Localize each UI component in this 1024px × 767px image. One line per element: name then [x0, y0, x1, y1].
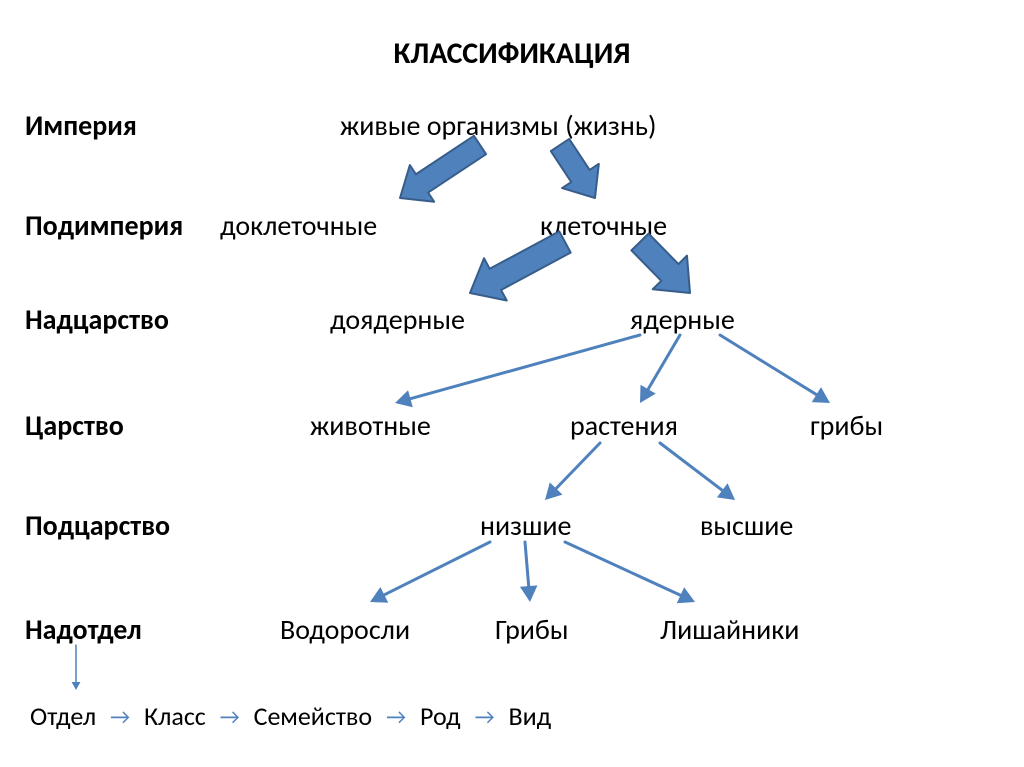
sequence-item: Семейство — [254, 700, 372, 732]
sequence-item: Род — [420, 700, 461, 732]
node-higher: высшие — [700, 508, 793, 543]
node-animals: животные — [310, 408, 431, 443]
row-label-kingdom: Царство — [25, 408, 124, 443]
sequence-arrow-icon: → — [110, 703, 130, 730]
node-algae: Водоросли — [280, 612, 410, 647]
node-life: живые организмы (жизнь) — [340, 108, 656, 143]
node-lower: низшие — [480, 508, 571, 543]
node-fungi: грибы — [810, 408, 883, 443]
sequence-item: Класс — [144, 700, 206, 732]
row-label-superkingdom: Надцарство — [25, 302, 169, 337]
node-lichens: Лишайники — [660, 612, 799, 647]
taxonomy-sequence: Отдел → Класс → Семейство → Род → Вид — [30, 700, 551, 732]
row-label-subempire: Подимперия — [25, 208, 183, 243]
row-label-superdivision: Надотдел — [25, 612, 142, 647]
sequence-arrow-icon: → — [386, 703, 406, 730]
node-precell: доклеточные — [220, 208, 377, 243]
sequence-item: Вид — [508, 700, 551, 732]
sequence-item: Отдел — [30, 700, 96, 732]
diagram-title: КЛАССИФИКАЦИЯ — [0, 35, 1024, 72]
node-prenuclear: доядерные — [330, 302, 465, 337]
node-plants: растения — [570, 408, 678, 443]
node-nuclear: ядерные — [630, 302, 735, 337]
node-fungi2: Грибы — [495, 612, 569, 647]
sequence-arrow-icon: → — [220, 703, 240, 730]
sequence-arrow-icon: → — [475, 703, 495, 730]
row-label-empire: Империя — [25, 108, 137, 143]
row-label-subkingdom: Подцарство — [25, 508, 170, 543]
node-cellular: клеточные — [540, 208, 667, 243]
